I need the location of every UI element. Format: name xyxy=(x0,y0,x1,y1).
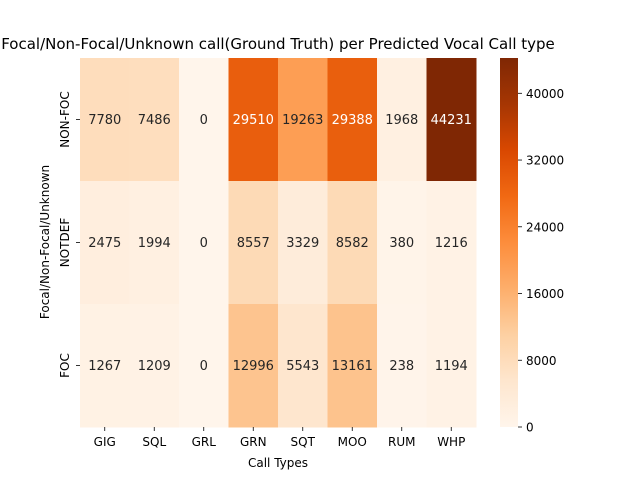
heatmap-cell xyxy=(80,181,130,305)
heatmap-cell xyxy=(278,58,328,182)
cell-value-label: 7780 xyxy=(88,113,121,128)
cell-value-label: 238 xyxy=(389,359,414,374)
heatmap-cell xyxy=(426,304,477,428)
cell-value-label: 1216 xyxy=(435,236,468,251)
heatmap-cell xyxy=(426,181,477,305)
heatmap-cell xyxy=(278,181,328,305)
cell-value-label: 0 xyxy=(200,236,208,251)
colorbar-tick-label: 0 xyxy=(526,421,534,435)
x-tick-label: SQT xyxy=(291,435,316,449)
cell-value-label: 5543 xyxy=(286,359,319,374)
heatmap-cell xyxy=(80,304,130,428)
heatmap-cell xyxy=(179,181,229,305)
heatmap-cell xyxy=(228,181,279,305)
heatmap-cell xyxy=(129,304,180,428)
cell-value-label: 380 xyxy=(389,236,414,251)
cell-value-label: 2475 xyxy=(88,236,121,251)
x-tick-label: GRN xyxy=(240,435,267,449)
colorbar-tick-label: 40000 xyxy=(526,87,564,101)
x-axis-label: Call Types xyxy=(248,456,308,470)
cell-value-label: 0 xyxy=(200,359,208,374)
chart-title: Focal/Non-Focal/Unknown call(Ground Trut… xyxy=(1,35,555,53)
x-axis-ticks: GIG SQL GRL GRN SQT MOO RUM WHP xyxy=(94,427,465,449)
heatmap-cells: 7780 7486 0 29510 19263 29388 1968 44231 2475 199… xyxy=(80,58,477,428)
colorbar-tick-label: 32000 xyxy=(526,154,564,168)
heatmap-cell xyxy=(228,58,279,182)
cell-value-label: 29388 xyxy=(332,113,373,128)
y-axis-ticks: NON-FOC NOTDEF FOC xyxy=(58,91,80,378)
heatmap-cell xyxy=(377,181,427,305)
cell-value-label: 1267 xyxy=(88,359,121,374)
heatmap-cell xyxy=(228,304,279,428)
y-tick-label: FOC xyxy=(58,353,72,378)
cell-value-label: 1209 xyxy=(138,359,171,374)
heatmap-cell xyxy=(426,58,477,182)
heatmap-cell xyxy=(327,58,378,182)
heatmap-cell xyxy=(80,58,130,182)
cell-value-label: 7486 xyxy=(138,113,171,128)
colorbar: 0 8000 16000 24000 32000 40000 xyxy=(500,58,564,435)
cell-value-label: 12996 xyxy=(233,359,274,374)
cell-value-label: 1994 xyxy=(138,236,171,251)
x-tick-label: GRL xyxy=(192,435,217,449)
cell-value-label: 13161 xyxy=(332,359,373,374)
y-axis-label: Focal/Non-Focal/Unknown xyxy=(38,165,52,319)
heatmap-cell xyxy=(327,181,378,305)
cell-value-label: 3329 xyxy=(286,236,319,251)
cell-value-label: 1194 xyxy=(435,359,468,374)
colorbar-tick-label: 8000 xyxy=(526,354,557,368)
heatmap-cell xyxy=(278,304,328,428)
cell-value-label: 8582 xyxy=(336,236,369,251)
heatmap-cell xyxy=(327,304,378,428)
x-tick-label: SQL xyxy=(142,435,166,449)
heatmap-cell xyxy=(179,58,229,182)
y-tick-label: NON-FOC xyxy=(58,91,72,147)
x-tick-label: MOO xyxy=(338,435,367,449)
heatmap-cell xyxy=(377,304,427,428)
colorbar-gradient xyxy=(500,58,518,427)
cell-value-label: 19263 xyxy=(282,113,323,128)
heatmap-cell xyxy=(377,58,427,182)
x-tick-label: WHP xyxy=(437,435,465,449)
heatmap-cell xyxy=(129,58,180,182)
colorbar-tick-label: 24000 xyxy=(526,220,564,234)
x-tick-label: RUM xyxy=(388,435,415,449)
cell-value-label: 1968 xyxy=(385,113,418,128)
cell-value-label: 8557 xyxy=(237,236,270,251)
cell-value-label: 0 xyxy=(200,113,208,128)
heatmap-cell xyxy=(129,181,180,305)
y-tick-label: NOTDEF xyxy=(58,218,72,268)
cell-value-label: 29510 xyxy=(233,113,274,128)
x-tick-label: GIG xyxy=(94,435,116,449)
colorbar-tick-label: 16000 xyxy=(526,287,564,301)
heatmap-cell xyxy=(179,304,229,428)
cell-value-label: 44231 xyxy=(431,113,472,128)
